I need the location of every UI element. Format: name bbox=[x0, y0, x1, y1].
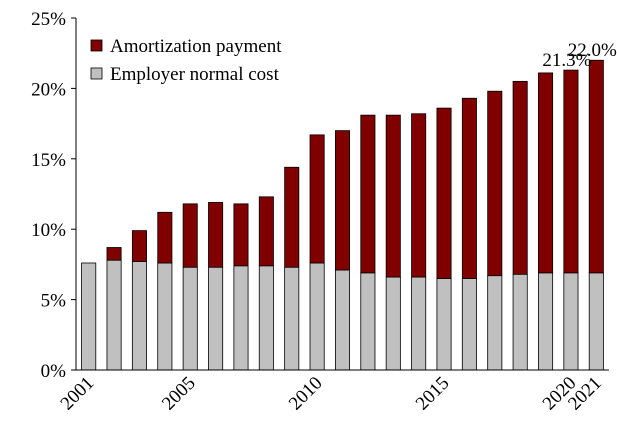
bar-segment bbox=[106, 247, 122, 261]
bar-segment bbox=[157, 262, 173, 371]
legend-label: Employer normal cost bbox=[110, 64, 280, 85]
bar-segment bbox=[588, 272, 604, 371]
bar-segment bbox=[157, 211, 173, 264]
x-tick-label: 2005 bbox=[158, 373, 200, 415]
bar-segment bbox=[233, 203, 249, 267]
bar-segment bbox=[436, 107, 452, 279]
bar-segment bbox=[309, 262, 325, 371]
bar-segment bbox=[233, 265, 249, 371]
legend-swatch bbox=[90, 67, 103, 80]
x-tick-label: 2010 bbox=[285, 373, 327, 415]
bar-segment bbox=[81, 262, 97, 371]
bar-segment bbox=[258, 265, 274, 371]
bar-segment bbox=[588, 59, 604, 274]
bar-segment bbox=[208, 202, 224, 268]
annotation: 22.0% bbox=[568, 40, 617, 61]
bar-segment bbox=[182, 203, 198, 268]
bar-segment bbox=[385, 276, 401, 371]
bar-segment bbox=[106, 259, 122, 371]
y-tick-label: 0% bbox=[41, 361, 67, 382]
bar-segment bbox=[538, 72, 554, 274]
bar-segment bbox=[512, 273, 528, 371]
bar-segment bbox=[411, 113, 427, 278]
bar-segment bbox=[182, 266, 198, 371]
bar-segment bbox=[512, 80, 528, 275]
bar-segment bbox=[538, 272, 554, 371]
y-tick-label: 20% bbox=[31, 79, 66, 100]
bar-segment bbox=[461, 97, 477, 279]
annotation: 21.3% bbox=[542, 50, 591, 71]
bar-segment bbox=[360, 272, 376, 371]
legend-label: Amortization payment bbox=[110, 36, 282, 57]
bar-segment bbox=[360, 114, 376, 274]
y-tick-label: 10% bbox=[31, 220, 66, 241]
x-tick-label: 2015 bbox=[412, 373, 454, 415]
bar-segment bbox=[563, 272, 579, 371]
bar-segment bbox=[487, 90, 503, 277]
bar-segment bbox=[208, 266, 224, 371]
bar-segment bbox=[334, 130, 351, 271]
bar-segment bbox=[334, 269, 351, 371]
bar-segment bbox=[309, 134, 325, 264]
bar-segment bbox=[385, 114, 401, 278]
y-tick-label: 5% bbox=[41, 291, 67, 312]
y-tick-label: 15% bbox=[31, 150, 66, 171]
bar-segment bbox=[131, 261, 147, 371]
bar-segment bbox=[284, 266, 300, 371]
bar-segment bbox=[487, 275, 503, 371]
bar-segment bbox=[258, 196, 274, 267]
legend-swatch bbox=[90, 39, 103, 52]
bar-segment bbox=[284, 166, 300, 268]
y-tick-label: 25% bbox=[31, 9, 66, 30]
bar-segment bbox=[131, 230, 147, 262]
bar-segment bbox=[411, 276, 427, 371]
bar-segment bbox=[436, 278, 452, 371]
bar-segment bbox=[563, 69, 579, 274]
bar-segment bbox=[461, 278, 477, 371]
